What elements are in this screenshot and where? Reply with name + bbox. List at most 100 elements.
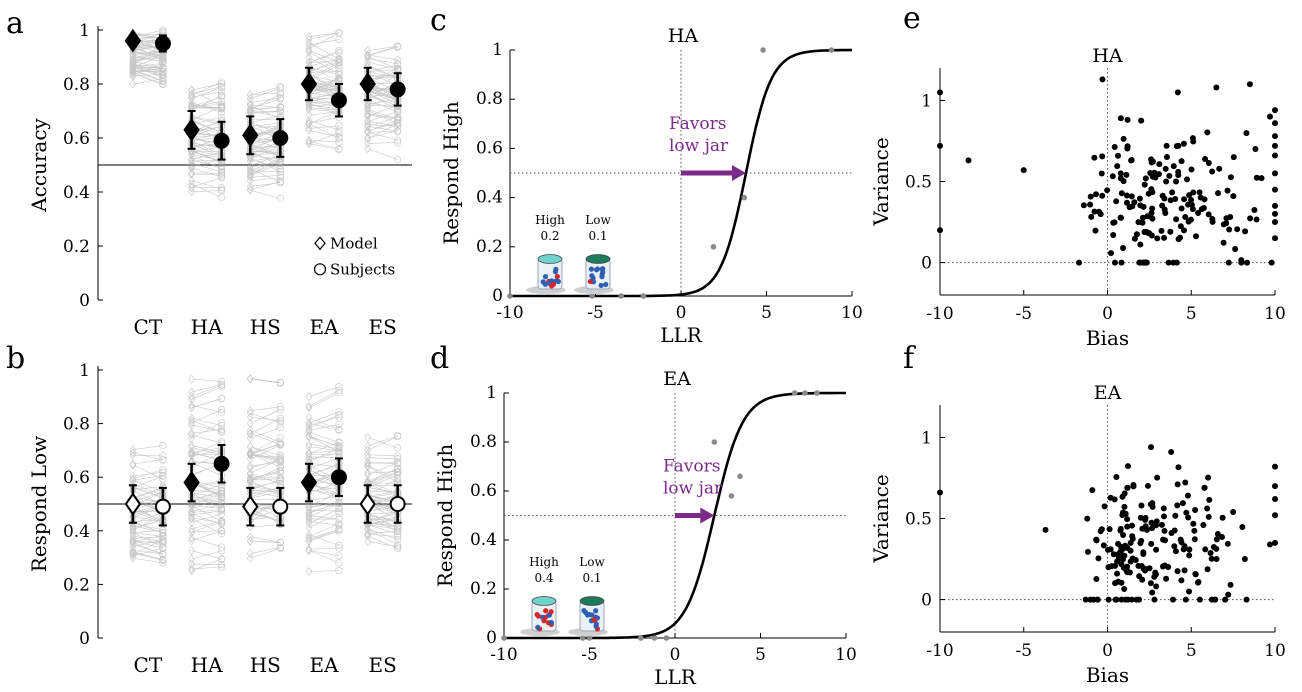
chart-title: EA [1094,382,1122,404]
data-point [1188,196,1195,203]
x-tick-label: -5 [1015,641,1032,661]
individual-line [191,135,222,151]
data-point [1178,205,1185,212]
data-point [1088,213,1095,220]
x-tick-label: -10 [926,641,953,661]
model-individual-diamond [305,536,313,546]
data-point [1139,525,1146,532]
subject-individual-circle [276,107,284,115]
data-point [1244,259,1251,266]
x-tick-label-ha: HA [191,315,223,339]
model-individual-diamond [188,554,195,564]
subject-individual-circle [276,379,284,387]
data-point [1230,193,1237,200]
individual-line [308,417,340,430]
data-point [1121,503,1128,510]
subject-individual-circle [335,559,343,567]
x-tick-label-hs: HS [250,653,281,677]
data-point [828,47,835,53]
model-individual-diamond [246,477,254,487]
data-point [1175,172,1182,179]
data-point [1129,533,1136,540]
data-point [1120,532,1127,539]
model-individual-diamond [188,447,195,457]
model-individual-diamond [364,469,372,479]
individual-line [191,106,222,109]
data-point [1252,146,1259,153]
individual-line [308,447,340,463]
model-individual-diamond [305,94,313,104]
individual-line [250,481,281,488]
data-point [1113,198,1120,205]
y-tick-label: 0.4 [470,530,497,550]
data-point [1172,548,1179,555]
y-tick-label: 0 [921,254,932,274]
data-point [1169,189,1176,196]
data-point [1111,219,1118,226]
subject-individual-circle [394,118,402,127]
data-point [1137,514,1144,521]
individual-line [308,50,340,63]
data-point [1184,492,1191,499]
data-point [507,293,513,299]
individual-line [367,130,398,139]
data-point [1226,226,1233,233]
data-point [1219,514,1226,521]
model-individual-diamond [305,432,313,442]
data-point [1160,513,1167,520]
data-point [1123,192,1130,199]
data-point [1158,521,1165,528]
individual-line [191,510,222,516]
y-tick-label: 0.6 [470,481,497,501]
data-point [1163,575,1170,582]
data-point [1149,189,1156,196]
x-tick-label-es: ES [368,653,396,677]
data-point [1118,596,1125,603]
model-individual-diamond [188,514,195,524]
subject-individual-circle [335,126,343,134]
subject-individual-circle [217,563,226,571]
individual-line [132,552,163,561]
individual-line [367,541,398,548]
individual-line [250,161,281,175]
data-point [1213,555,1220,562]
model-individual-diamond [305,505,313,515]
subject-individual-circle [159,544,167,552]
data-point [1180,227,1187,234]
model-individual-diamond [188,143,195,153]
panel-letter-a: a [6,6,24,41]
data-point [1105,596,1112,603]
individual-line [191,186,222,188]
subject-individual-circle [394,535,402,544]
model-individual-diamond [305,40,313,50]
individual-line [250,409,281,424]
individual-line [132,469,163,480]
subject-mean-circle [330,469,347,486]
jar-high-value: 0.4 [534,571,553,585]
data-point [1272,133,1278,140]
subject-individual-circle [217,105,226,113]
model-individual-diamond [246,104,254,114]
individual-line [367,56,398,70]
data-point [710,244,717,250]
y-tick-label: 0.5 [905,510,932,530]
subject-individual-circle [335,408,343,416]
individual-line [367,110,398,125]
individual-line [250,189,281,199]
data-point [1099,76,1106,83]
individual-line [367,54,398,61]
model-individual-diamond [246,406,254,416]
data-point [1128,193,1135,200]
model-individual-diamond [188,391,195,401]
data-point [1149,525,1156,532]
data-point [1151,596,1158,603]
individual-line [367,454,398,457]
individual-line [191,119,222,133]
data-point [1238,259,1245,266]
subject-individual-circle [335,413,343,421]
y-tick-label: 1 [79,21,90,41]
individual-line [308,102,340,115]
subject-individual-circle [335,122,343,130]
y-tick-label: 0 [921,591,932,611]
